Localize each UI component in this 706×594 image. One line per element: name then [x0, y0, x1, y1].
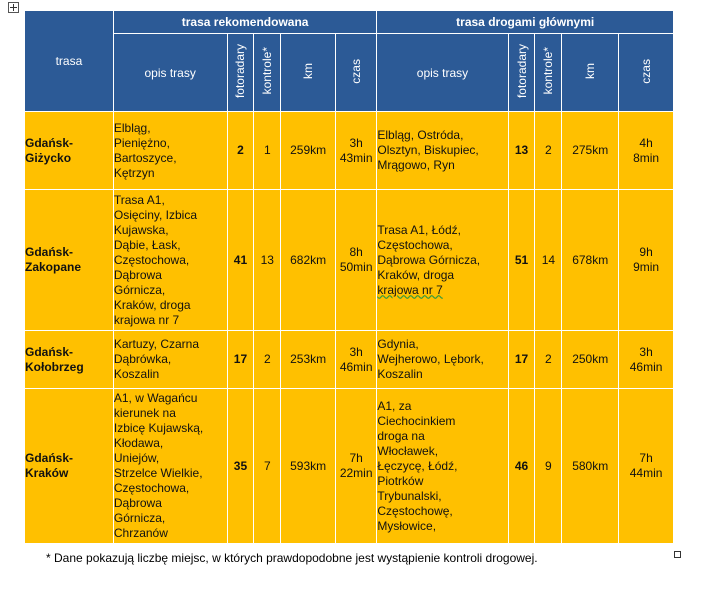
rec-cameras: 2 — [226, 111, 255, 190]
rec-cameras: 41 — [226, 189, 255, 331]
main-cameras: 13 — [507, 111, 536, 190]
main-cameras: 46 — [507, 388, 536, 544]
rec-km: 259km — [280, 111, 336, 190]
main-km: 250km — [561, 330, 620, 389]
main-cameras: 17 — [507, 330, 536, 389]
rec-time: 3h 43min — [334, 111, 378, 190]
rec-checks: 7 — [253, 388, 282, 544]
header-rec-cameras: fotoradary — [226, 33, 255, 112]
rec-time: 7h 22min — [334, 388, 378, 544]
header-main-time: czas — [618, 33, 674, 112]
rec-checks: 13 — [253, 189, 282, 331]
rec-description: Kartuzy, Czarna Dąbrówka, Koszalin — [112, 330, 228, 389]
rec-km: 253km — [280, 330, 336, 389]
rec-description: Trasa A1, Osięciny, Izbica Kujawska, Dąbie,… — [112, 189, 228, 331]
main-km: 580km — [561, 388, 620, 544]
main-km: 275km — [561, 111, 620, 190]
rec-description: A1, w Wagańcu kierunek na Izbicę Kujawską,… — [112, 388, 228, 544]
rec-checks: 1 — [253, 111, 282, 190]
header-rec-km: km — [280, 33, 336, 112]
header-main-cameras: fotoradary — [507, 33, 536, 112]
route-name: Gdańsk- Giżycko — [24, 111, 114, 190]
rec-km: 682km — [280, 189, 336, 331]
main-checks: 14 — [534, 189, 563, 331]
table-resize-handle-icon[interactable] — [674, 551, 681, 558]
header-rec-time: czas — [334, 33, 378, 112]
routes-table: trasa trasa rekomendowana trasa drogami … — [24, 10, 674, 544]
table-row: Gdańsk- Kołobrzeg Kartuzy, Czarna Dąbrówka… — [24, 330, 674, 389]
main-description: A1, za Ciechocinkiem droga na Włocławek, Łęc… — [376, 388, 509, 544]
main-checks: 9 — [534, 388, 563, 544]
main-description: Gdynia, Wejherowo, Lębork, Koszalin — [376, 330, 509, 389]
header-main-description: opis trasy — [376, 33, 509, 112]
header-main-km: km — [561, 33, 620, 112]
main-checks: 2 — [534, 330, 563, 389]
main-description: Trasa A1, Łódź, Częstochowa, Dąbrowa Górni… — [376, 189, 509, 331]
route-name: Gdańsk- Zakopane — [24, 189, 114, 331]
rec-checks: 2 — [253, 330, 282, 389]
table-move-handle-icon[interactable] — [8, 2, 19, 13]
table-row: Gdańsk- Zakopane Trasa A1, Osięciny, Izbic… — [24, 189, 674, 331]
table-row: Gdańsk- Kraków A1, w Wagańcu kierunek na Iz… — [24, 388, 674, 544]
header-group-main-roads: trasa drogami głównymi — [376, 10, 674, 34]
footnote: * Dane pokazują liczbę miejsc, w których… — [46, 551, 538, 565]
table-row: Gdańsk- Giżycko Elbląg, Pieniężno, Bartoszy… — [24, 111, 674, 190]
rec-time: 3h 46min — [334, 330, 378, 389]
header-route: trasa — [24, 10, 114, 112]
header-main-checks: kontrole* — [534, 33, 563, 112]
header-rec-checks: kontrole* — [253, 33, 282, 112]
main-time: 9h 9min — [618, 189, 674, 331]
rec-description: Elbląg, Pieniężno, Bartoszyce, Kętrzyn — [112, 111, 228, 190]
route-name: Gdańsk- Kraków — [24, 388, 114, 544]
main-description: Elbląg, Ostróda, Olsztyn, Biskupiec, Mrągo… — [376, 111, 509, 190]
main-checks: 2 — [534, 111, 563, 190]
rec-cameras: 17 — [226, 330, 255, 389]
main-time: 4h 8min — [618, 111, 674, 190]
rec-cameras: 35 — [226, 388, 255, 544]
main-km: 678km — [561, 189, 620, 331]
main-time: 7h 44min — [618, 388, 674, 544]
main-cameras: 51 — [507, 189, 536, 331]
main-time: 3h 46min — [618, 330, 674, 389]
rec-km: 593km — [280, 388, 336, 544]
header-rec-description: opis trasy — [112, 33, 228, 112]
rec-time: 8h 50min — [334, 189, 378, 331]
route-name: Gdańsk- Kołobrzeg — [24, 330, 114, 389]
header-group-recommended: trasa rekomendowana — [112, 10, 378, 34]
